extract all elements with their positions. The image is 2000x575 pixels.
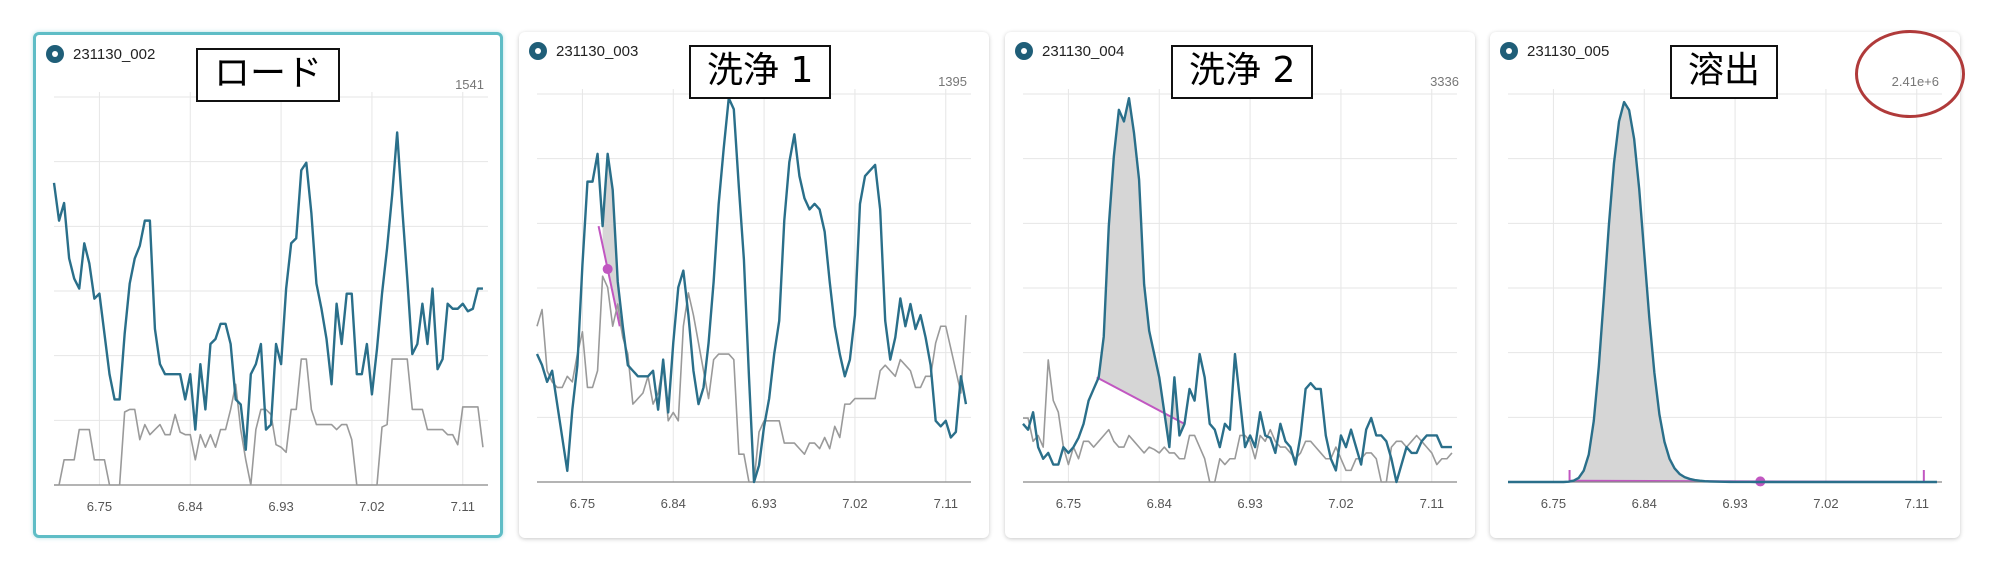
x-tick-label: 6.84 <box>178 499 203 514</box>
step-label-box: 洗浄 2 <box>1171 45 1314 99</box>
sample-header: 231130_002 <box>46 45 155 63</box>
y-max-label: 1395 <box>938 74 967 89</box>
x-tick-label: 7.02 <box>842 496 867 511</box>
x-tick-label: 7.11 <box>1905 496 1929 511</box>
x-tick-label: 6.84 <box>1147 496 1172 511</box>
primary-trace-line <box>535 96 968 484</box>
x-tick-label: 6.93 <box>1237 496 1262 511</box>
highlight-ring-annotation <box>1855 30 1965 118</box>
primary-trace-line <box>1022 96 1452 484</box>
step-label-box: 洗浄 1 <box>689 45 832 99</box>
reference-trace-line <box>1023 359 1453 483</box>
x-tick-label: 6.93 <box>268 499 293 514</box>
chromatogram-panel[interactable]: 6.75 6.84 6.93 7.02 7.11 231130_002 ロード 1541 <box>33 32 503 538</box>
x-tick-label: 6.75 <box>1056 496 1081 511</box>
x-tick-label: 7.11 <box>451 499 475 514</box>
sample-status-icon[interactable] <box>1500 42 1518 60</box>
chromatogram-panel[interactable]: 6.75 6.84 6.93 7.02 7.11 231130_004 洗浄 2 333… <box>1005 32 1475 538</box>
step-label-box: 溶出 <box>1670 45 1779 99</box>
chromatogram-panel[interactable]: 6.75 6.84 6.93 7.02 7.11 231130_003 洗浄 1 139… <box>519 32 989 538</box>
sample-status-icon[interactable] <box>529 42 547 60</box>
x-tick-label: 7.11 <box>1420 496 1444 511</box>
grid <box>1023 89 1457 482</box>
sample-name: 231130_002 <box>73 45 156 63</box>
sample-status-icon[interactable] <box>1015 42 1033 60</box>
step-label-box: ロード <box>196 48 341 102</box>
x-tick-label: 6.93 <box>1722 496 1747 511</box>
primary-trace-line <box>52 131 483 451</box>
grid <box>1508 89 1942 482</box>
chromatogram-chart: 6.75 6.84 6.93 7.02 7.11 <box>52 92 488 514</box>
sample-name: 231130_005 <box>1527 42 1610 60</box>
chromatogram-chart: 6.75 6.84 6.93 7.02 7.11 <box>1022 89 1457 511</box>
chromatogram-panel[interactable]: 6.75 6.84 6.93 7.02 7.11 231130_005 溶出 2.41e… <box>1490 32 1960 538</box>
x-tick-label: 7.11 <box>934 496 958 511</box>
peak-area <box>1098 98 1185 448</box>
x-tick-label: 7.02 <box>1328 496 1353 511</box>
x-tick-label: 6.84 <box>1632 496 1657 511</box>
x-tick-label: 7.02 <box>359 499 384 514</box>
chromatogram-chart: 6.75 6.84 6.93 7.02 7.11 <box>535 89 971 511</box>
sample-header: 231130_003 <box>529 42 638 60</box>
sample-name: 231130_004 <box>1042 42 1125 60</box>
y-max-label: 3336 <box>1430 74 1459 89</box>
sample-header: 231130_005 <box>1500 42 1609 60</box>
peak-baseline <box>1096 376 1185 425</box>
sample-header: 231130_004 <box>1015 42 1124 60</box>
reference-trace-line <box>536 275 967 483</box>
reference-trace-line <box>54 358 484 486</box>
baseline-marker <box>602 264 613 275</box>
x-tick-label: 7.02 <box>1813 496 1838 511</box>
sample-status-icon[interactable] <box>46 45 64 63</box>
sample-name: 231130_003 <box>556 42 639 60</box>
x-tick-label: 6.75 <box>1541 496 1566 511</box>
x-tick-label: 6.75 <box>570 496 595 511</box>
peak-area <box>602 153 623 341</box>
x-tick-label: 6.84 <box>661 496 686 511</box>
primary-trace-line <box>1508 100 1937 484</box>
x-tick-label: 6.93 <box>751 496 776 511</box>
y-max-label: 1541 <box>455 77 484 92</box>
peak-area <box>1573 102 1927 483</box>
x-tick-label: 6.75 <box>87 499 112 514</box>
